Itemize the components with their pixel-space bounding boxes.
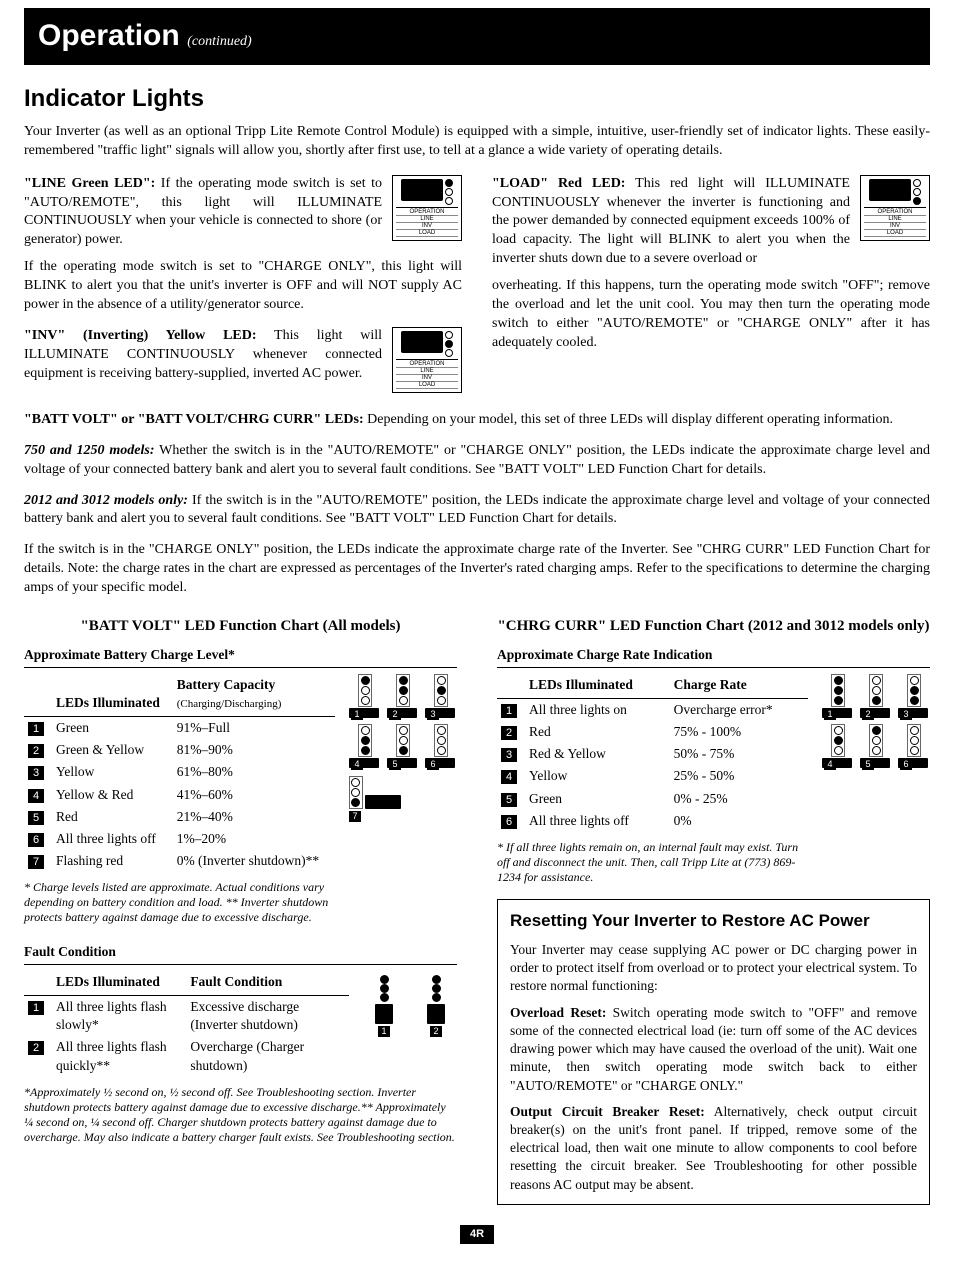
- table-row: 6All three lights off1%–20%: [24, 828, 335, 850]
- table-row: 5Red21%–40%: [24, 806, 335, 828]
- table-row: 7Flashing red0% (Inverter shutdown)**: [24, 850, 335, 872]
- chrg-col2: Charge Rate: [670, 674, 808, 699]
- chrg-chart-col: "CHRG CURR" LED Function Chart (2012 and…: [497, 610, 930, 1205]
- batt-chart-col: "BATT VOLT" LED Function Chart (All mode…: [24, 610, 457, 1205]
- batt-chart-title: "BATT VOLT" LED Function Chart (All mode…: [24, 616, 457, 636]
- load-led-icon: OPERATIONLINEINVLOAD: [860, 175, 930, 241]
- fault-col2: Fault Condition: [186, 971, 349, 996]
- fault-subhead: Fault Condition: [24, 943, 457, 964]
- inv-led-icon: OPERATIONLINEINVLOAD: [392, 327, 462, 393]
- fault-table: LEDs Illuminated Fault Condition 1All th…: [24, 971, 349, 1077]
- batt-intro-label: "BATT VOLT" or "BATT VOLT/CHRG CURR" LED…: [24, 412, 364, 427]
- table-row: 4Yellow25% - 50%: [497, 765, 808, 787]
- table-row: 3Red & Yellow50% - 75%: [497, 743, 808, 765]
- header-continued: (continued): [187, 34, 252, 49]
- icon-label: OPERATION: [396, 209, 458, 216]
- icon-label: INV: [396, 223, 458, 230]
- icon-label: LOAD: [396, 382, 458, 389]
- icon-label: INV: [396, 375, 458, 382]
- icon-label: LINE: [396, 368, 458, 375]
- icon-label: LINE: [396, 216, 458, 223]
- batt-chart-subhead: Approximate Battery Charge Level*: [24, 646, 457, 667]
- models-750: 750 and 1250 models: Whether the switch …: [24, 442, 930, 480]
- icon-label: OPERATION: [864, 209, 926, 216]
- section-title: Indicator Lights: [24, 83, 930, 115]
- charge-only-p: If the switch is in the "CHARGE ONLY" po…: [24, 541, 930, 598]
- batt-footnote: * Charge levels listed are approximate. …: [24, 880, 335, 925]
- chrg-chart-title: "CHRG CURR" LED Function Chart (2012 and…: [497, 616, 930, 636]
- fault-footnote: *Approximately ½ second on, ½ second off…: [24, 1085, 457, 1145]
- inv-led-label: "INV" (Inverting) Yellow LED:: [24, 328, 257, 343]
- batt-chart-icons: 1 2 3 4 5 6 7: [349, 674, 457, 822]
- chrg-chart-table: LEDs Illuminated Charge Rate 1All three …: [497, 674, 808, 833]
- models-2012-label: 2012 and 3012 models only:: [24, 493, 188, 508]
- batt-intro-text: Depending on your model, this set of thr…: [364, 412, 893, 427]
- line-led-label: "LINE Green LED":: [24, 176, 155, 191]
- inv-led-block: "INV" (Inverting) Yellow LED: This light…: [24, 327, 462, 393]
- batt-chart-table: LEDs Illuminated Battery Capacity(Chargi…: [24, 674, 335, 873]
- table-row: 1All three lights onOvercharge error*: [497, 698, 808, 721]
- reset-box: Resetting Your Inverter to Restore AC Po…: [497, 899, 930, 1205]
- icon-label: INV: [864, 223, 926, 230]
- load-led-label: "LOAD" Red LED:: [492, 176, 625, 191]
- left-col: "LINE Green LED": If the operating mode …: [24, 175, 462, 401]
- icon-label: LINE: [864, 216, 926, 223]
- reset-p1: Your Inverter may cease supplying AC pow…: [510, 941, 917, 996]
- table-row: 3Yellow61%–80%: [24, 761, 335, 783]
- load-extra-text: overheating. If this happens, turn the o…: [492, 277, 930, 353]
- line-led-icon: OPERATIONLINEINVLOAD: [392, 175, 462, 241]
- chrg-footnote: * If all three lights remain on, an inte…: [497, 840, 808, 885]
- batt-col2: Battery Capacity(Charging/Discharging): [173, 674, 335, 717]
- table-row: 1All three lights flash slowly*Excessive…: [24, 995, 349, 1036]
- icon-label: OPERATION: [396, 361, 458, 368]
- chrg-chart-icons: 1 2 3 4 5 6: [822, 674, 930, 776]
- line-extra-text: If the operating mode switch is set to "…: [24, 258, 462, 315]
- batt-col1: LEDs Illuminated: [52, 674, 173, 717]
- intro-text: Your Inverter (as well as an optional Tr…: [24, 123, 930, 161]
- table-row: 2All three lights flash quickly**Overcha…: [24, 1036, 349, 1076]
- table-row: 1Green91%–Full: [24, 716, 335, 739]
- models-750-label: 750 and 1250 models:: [24, 443, 155, 458]
- fault-col1: LEDs Illuminated: [52, 971, 186, 996]
- icon-label: LOAD: [396, 230, 458, 237]
- table-row: 2Green & Yellow81%–90%: [24, 739, 335, 761]
- fault-icons: 1 2: [363, 971, 457, 1037]
- header-title: Operation: [38, 16, 180, 57]
- header-bar: Operation (continued): [24, 8, 930, 65]
- table-row: 4Yellow & Red41%–60%: [24, 784, 335, 806]
- models-750-text: Whether the switch is in the "AUTO/REMOT…: [24, 443, 930, 477]
- batt-intro: "BATT VOLT" or "BATT VOLT/CHRG CURR" LED…: [24, 411, 930, 430]
- load-led-block: "LOAD" Red LED: This red light will ILLU…: [492, 175, 930, 269]
- reset-p2: Overload Reset: Switch operating mode sw…: [510, 1004, 917, 1095]
- charts-row: "BATT VOLT" LED Function Chart (All mode…: [24, 610, 930, 1205]
- table-row: 6All three lights off0%: [497, 810, 808, 832]
- models-2012: 2012 and 3012 models only: If the switch…: [24, 492, 930, 530]
- reset-p3: Output Circuit Breaker Reset: Alternativ…: [510, 1103, 917, 1194]
- line-led-block: "LINE Green LED": If the operating mode …: [24, 175, 462, 251]
- table-row: 5Green0% - 25%: [497, 788, 808, 810]
- chrg-chart-subhead: Approximate Charge Rate Indication: [497, 646, 930, 667]
- reset-title: Resetting Your Inverter to Restore AC Po…: [510, 910, 917, 933]
- led-descriptions: "LINE Green LED": If the operating mode …: [24, 175, 930, 401]
- right-col: "LOAD" Red LED: This red light will ILLU…: [492, 175, 930, 401]
- table-row: 2Red75% - 100%: [497, 721, 808, 743]
- page-number: 4R: [460, 1225, 494, 1244]
- icon-label: LOAD: [864, 230, 926, 237]
- chrg-col1: LEDs Illuminated: [525, 674, 670, 699]
